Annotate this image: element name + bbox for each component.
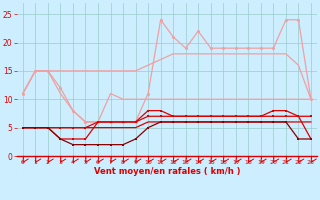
X-axis label: Vent moyen/en rafales ( km/h ): Vent moyen/en rafales ( km/h ): [94, 167, 240, 176]
